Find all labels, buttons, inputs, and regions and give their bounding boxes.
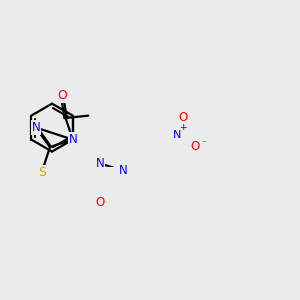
Text: O: O: [178, 111, 188, 124]
Text: S: S: [38, 166, 46, 178]
Text: O: O: [190, 140, 200, 153]
Text: N: N: [68, 133, 77, 146]
Text: O: O: [96, 196, 105, 209]
Text: N: N: [118, 164, 127, 177]
Text: ⁻: ⁻: [201, 139, 206, 149]
Text: N: N: [173, 130, 182, 140]
Text: N: N: [32, 121, 40, 134]
Text: +: +: [179, 122, 186, 131]
Text: N: N: [96, 157, 105, 170]
Text: O: O: [57, 89, 67, 102]
